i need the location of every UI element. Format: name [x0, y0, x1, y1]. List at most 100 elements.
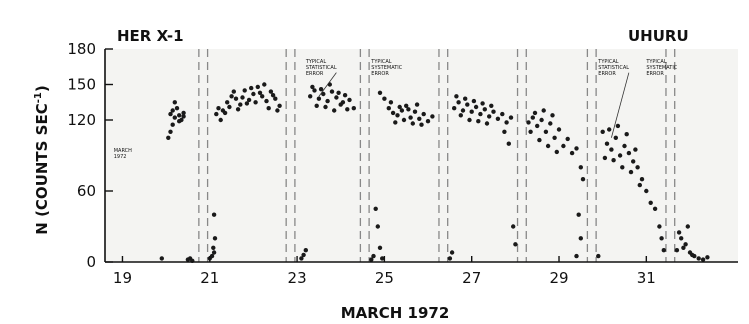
- data-point: [550, 113, 555, 118]
- y-tick-label: 60: [77, 182, 96, 200]
- data-point: [404, 103, 409, 109]
- data-point: [166, 135, 171, 140]
- data-point: [526, 120, 531, 125]
- data-point: [513, 242, 518, 247]
- annotation-line: ERROR: [598, 71, 616, 77]
- data-point: [172, 115, 177, 120]
- data-point: [321, 91, 326, 97]
- data-point: [626, 150, 632, 156]
- data-point: [246, 97, 252, 103]
- data-point: [170, 108, 175, 113]
- annotation-line: ERROR: [371, 71, 389, 77]
- data-point: [463, 96, 468, 101]
- data-point: [495, 116, 501, 122]
- data-point: [421, 111, 426, 117]
- data-point: [469, 109, 474, 114]
- data-point: [222, 110, 228, 116]
- data-point: [264, 98, 269, 104]
- x-axis-label: MARCH 1972: [341, 304, 450, 322]
- data-point: [273, 96, 278, 101]
- data-point: [674, 248, 680, 253]
- data-point: [502, 129, 507, 134]
- data-point: [308, 94, 313, 99]
- data-point: [576, 212, 581, 217]
- data-point: [578, 165, 583, 170]
- data-point: [347, 97, 352, 103]
- data-point: [452, 106, 457, 111]
- data-point: [539, 117, 544, 123]
- data-point: [375, 224, 380, 229]
- data-point: [214, 111, 219, 117]
- data-point: [177, 113, 182, 118]
- data-point: [408, 115, 413, 120]
- data-point: [225, 100, 230, 105]
- data-point: [401, 117, 407, 123]
- svg-text:N (COUNTS SEC-1): N (COUNTS SEC-1): [33, 85, 51, 234]
- data-point: [652, 206, 658, 211]
- data-point: [602, 155, 608, 161]
- data-point: [554, 149, 559, 155]
- axes: 0 60 120 150 180 19 21 23 25 27 29 31: [67, 40, 738, 287]
- data-point: [604, 141, 610, 146]
- data-point: [596, 253, 601, 259]
- y-tick-label: 150: [67, 76, 96, 94]
- data-point: [633, 147, 638, 152]
- data-point: [218, 117, 223, 123]
- y-axis-label: N (COUNTS SEC-1): [33, 85, 51, 234]
- data-point: [212, 236, 218, 241]
- x-tick-label: 31: [637, 269, 656, 287]
- chart-subtitle: UHURU: [628, 27, 689, 45]
- annotation-line: TYPICAL: [305, 59, 327, 65]
- x-tick-label: 27: [462, 269, 481, 287]
- y-tick-label: 180: [67, 40, 96, 58]
- data-point: [456, 100, 461, 105]
- annotation-text: TYPICAL STATISTICAL ERROR: [305, 59, 337, 77]
- data-point: [211, 245, 216, 250]
- data-point: [172, 100, 177, 105]
- data-point: [545, 143, 551, 149]
- data-point: [369, 257, 374, 262]
- data-point: [535, 123, 540, 129]
- data-point: [639, 177, 645, 182]
- data-point: [541, 108, 546, 113]
- data-point: [342, 93, 348, 98]
- annotation-line: SYSTEMATIC: [646, 65, 677, 71]
- data-point: [299, 256, 304, 261]
- data-point: [489, 103, 494, 109]
- data-point: [478, 111, 483, 117]
- data-point: [399, 108, 405, 113]
- data-point: [628, 169, 634, 175]
- x-tick-label: 23: [288, 269, 307, 287]
- data-point: [238, 102, 243, 107]
- plot-background: [105, 49, 738, 262]
- data-point: [609, 147, 614, 152]
- annotation-leader: [611, 72, 630, 138]
- data-point: [316, 96, 322, 101]
- data-point: [371, 253, 376, 259]
- data-point: [177, 119, 182, 124]
- data-point: [532, 110, 538, 116]
- data-point: [508, 115, 514, 120]
- data-point: [548, 121, 553, 126]
- data-point: [574, 253, 579, 259]
- annotation-line: MARCH: [114, 148, 132, 154]
- x-tick-label: 29: [549, 269, 568, 287]
- data-point: [393, 120, 398, 125]
- data-point: [251, 91, 256, 97]
- data-point: [323, 104, 328, 110]
- data-point: [700, 257, 706, 262]
- data-point: [216, 106, 221, 111]
- y-tick-label: 120: [67, 111, 96, 129]
- data-point: [325, 98, 330, 104]
- data-point: [644, 188, 649, 194]
- data-point: [377, 245, 383, 250]
- data-point: [386, 106, 391, 111]
- data-point: [447, 256, 453, 261]
- data-point: [253, 100, 258, 105]
- data-point: [482, 107, 487, 112]
- data-point: [569, 150, 575, 156]
- data-point: [255, 84, 260, 90]
- data-point: [574, 146, 579, 151]
- data-point: [380, 256, 385, 261]
